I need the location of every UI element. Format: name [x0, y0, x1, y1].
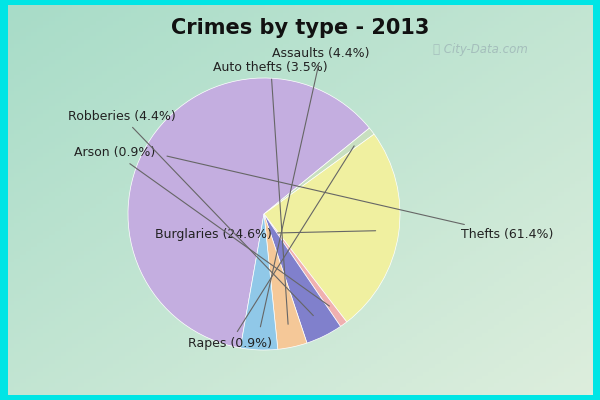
Text: Burglaries (24.6%): Burglaries (24.6%): [155, 228, 376, 241]
Text: Crimes by type - 2013: Crimes by type - 2013: [171, 18, 429, 38]
Text: ⓘ City-Data.com: ⓘ City-Data.com: [433, 44, 527, 56]
Wedge shape: [241, 214, 278, 350]
Text: Thefts (61.4%): Thefts (61.4%): [167, 156, 554, 241]
Wedge shape: [128, 78, 370, 348]
Wedge shape: [264, 134, 400, 322]
Wedge shape: [264, 214, 341, 343]
Wedge shape: [264, 128, 374, 214]
Wedge shape: [264, 214, 347, 326]
Text: Assaults (4.4%): Assaults (4.4%): [260, 47, 370, 327]
Text: Rapes (0.9%): Rapes (0.9%): [188, 146, 354, 350]
Text: Auto thefts (3.5%): Auto thefts (3.5%): [214, 61, 328, 324]
Text: Robberies (4.4%): Robberies (4.4%): [68, 110, 313, 316]
Wedge shape: [264, 214, 307, 349]
Text: Arson (0.9%): Arson (0.9%): [74, 146, 329, 306]
